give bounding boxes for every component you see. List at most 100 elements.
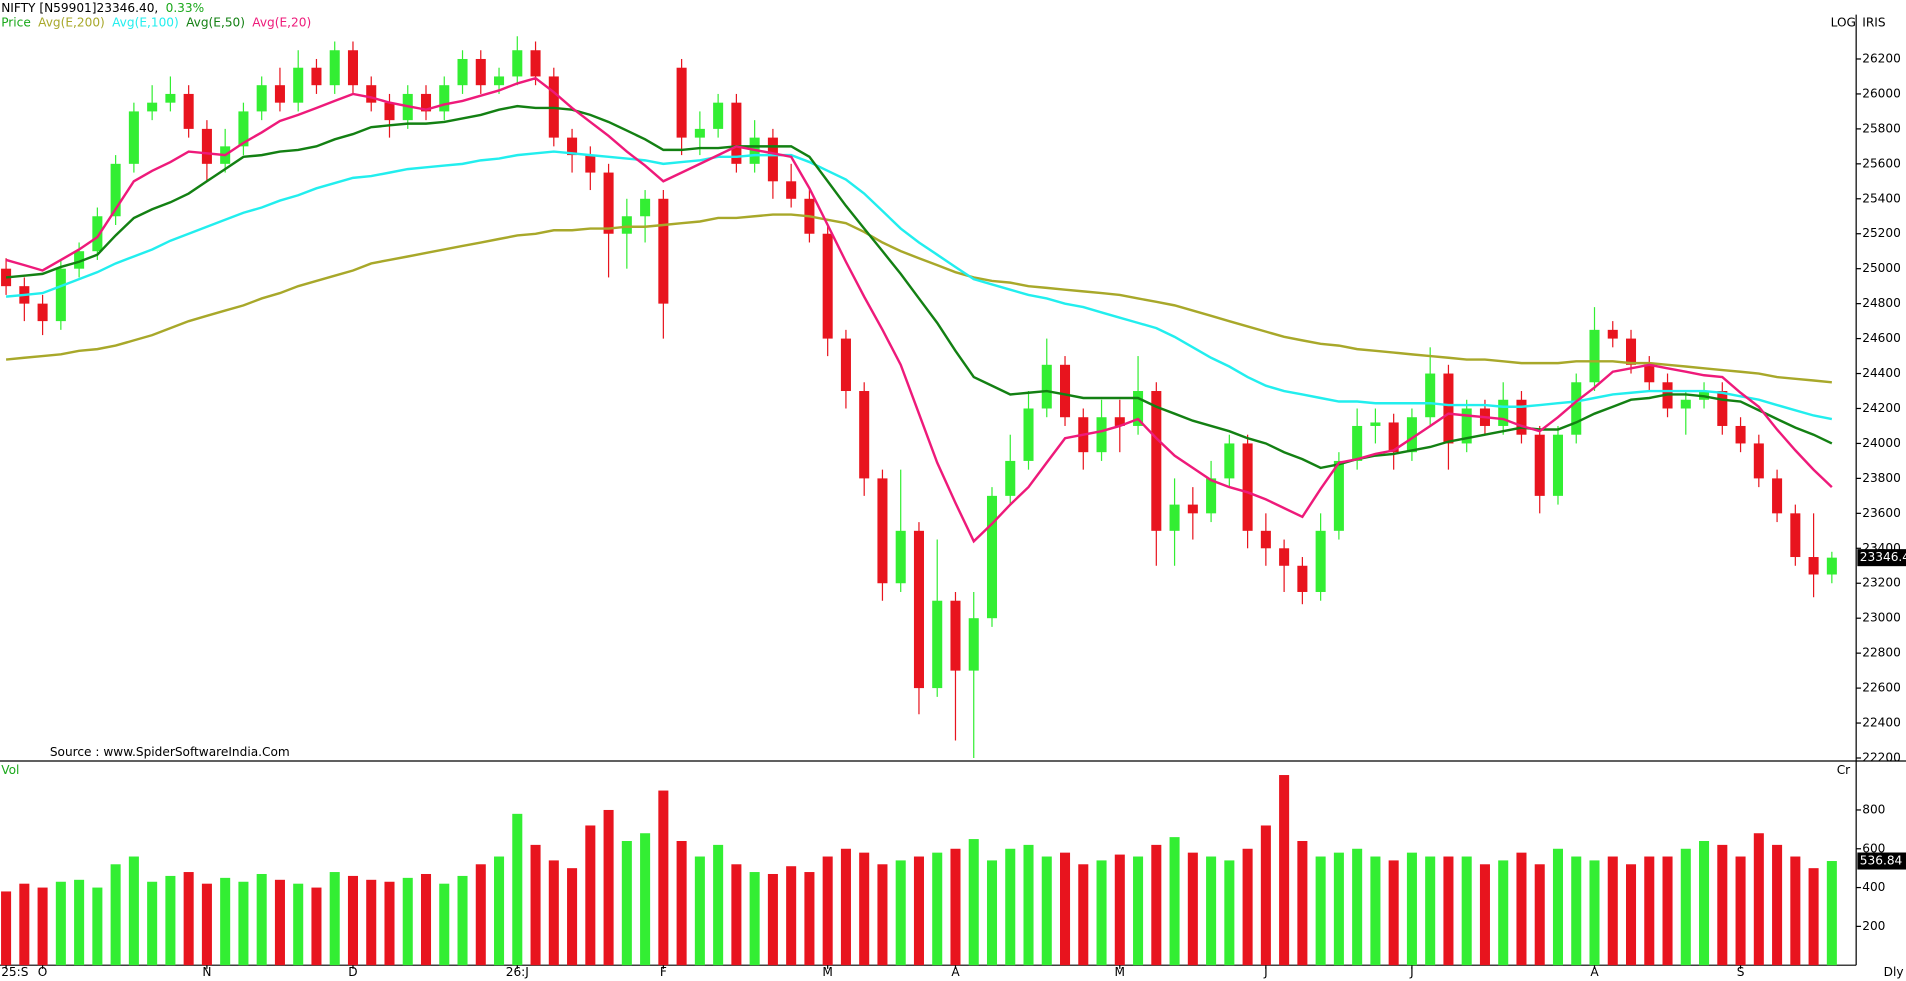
candle-body bbox=[1753, 443, 1764, 479]
candle-body bbox=[1443, 373, 1454, 444]
volume-bar bbox=[1516, 852, 1527, 966]
moving-average-line bbox=[5, 213, 1832, 384]
candle-body bbox=[55, 268, 66, 322]
candle-body bbox=[238, 111, 249, 147]
candle-body bbox=[895, 530, 906, 584]
volume-bar bbox=[694, 856, 705, 966]
candle-body bbox=[1151, 391, 1162, 531]
legend-entry: Avg(E,50) bbox=[186, 16, 245, 30]
volume-bar bbox=[55, 881, 66, 966]
volume-bar bbox=[457, 875, 468, 966]
candle-body bbox=[274, 85, 285, 103]
volume-bar bbox=[1169, 837, 1180, 966]
candle-body bbox=[1425, 373, 1436, 418]
volume-bar bbox=[731, 864, 742, 966]
y-tick-label: 22200 bbox=[1862, 750, 1901, 764]
candle-body bbox=[183, 93, 194, 129]
candle-body bbox=[932, 600, 943, 689]
volume-bar bbox=[932, 852, 943, 966]
volume-bar bbox=[1680, 848, 1691, 966]
volume-bar bbox=[585, 825, 596, 966]
volume-bar bbox=[420, 873, 432, 966]
candle-body bbox=[293, 67, 304, 103]
volume-bar bbox=[895, 860, 906, 966]
volume-label: Vol bbox=[1, 763, 19, 777]
candle-body bbox=[494, 76, 505, 86]
volume-bar bbox=[1753, 833, 1764, 966]
candle-body bbox=[1717, 391, 1728, 426]
volume-bar bbox=[366, 879, 377, 966]
candle-body bbox=[1589, 329, 1600, 383]
candle-body bbox=[1005, 460, 1016, 496]
volume-bar bbox=[201, 883, 212, 966]
volume-bar bbox=[676, 841, 687, 966]
legend-price: Price bbox=[1, 16, 31, 30]
volume-bar bbox=[786, 866, 797, 966]
source: Source : www.SpiderSoftwareIndia.Com bbox=[50, 745, 290, 759]
volume-bar bbox=[1699, 841, 1710, 966]
candle-body bbox=[329, 50, 340, 86]
moving-average-line bbox=[5, 76, 1833, 544]
candle-body bbox=[475, 58, 486, 86]
volume-bar bbox=[494, 856, 505, 966]
x-tick-label: S bbox=[1737, 965, 1745, 979]
volume-bar bbox=[1808, 868, 1819, 966]
candle-body bbox=[1206, 478, 1217, 514]
legend-entry: Avg(E,100) bbox=[112, 16, 179, 30]
volume-bar bbox=[603, 809, 614, 966]
iris-toggle[interactable]: IRIS bbox=[1862, 16, 1886, 30]
candle-body bbox=[1516, 399, 1527, 435]
volume-bar bbox=[1060, 852, 1071, 966]
candle-body bbox=[1370, 422, 1381, 426]
volume-bar bbox=[1498, 860, 1509, 966]
candle-body bbox=[1187, 504, 1198, 514]
candle-body bbox=[658, 198, 669, 304]
volume-bar bbox=[1607, 856, 1618, 966]
candle-body bbox=[731, 102, 742, 164]
volume-bar bbox=[347, 875, 358, 966]
x-tick-label: D bbox=[348, 965, 357, 979]
candle-body bbox=[767, 137, 778, 182]
candle-body bbox=[384, 102, 395, 121]
y-tick-label: 25200 bbox=[1862, 226, 1901, 240]
candle-body bbox=[1041, 364, 1052, 409]
volume-bar bbox=[475, 864, 486, 966]
log-toggle[interactable]: LOG bbox=[1831, 16, 1856, 30]
volume-bar bbox=[1187, 852, 1198, 966]
candle-body bbox=[1735, 425, 1746, 444]
candle-body bbox=[859, 391, 870, 479]
moving-average-line bbox=[5, 150, 1833, 421]
volume-bar bbox=[238, 881, 249, 966]
change: 0.33% bbox=[166, 1, 205, 15]
volume-bar bbox=[913, 856, 924, 966]
last-price-tag: 23346.4 bbox=[1860, 550, 1906, 564]
candle-body bbox=[621, 216, 632, 234]
candle-body bbox=[713, 102, 724, 129]
x-tick-label: A bbox=[951, 965, 960, 979]
volume-bar bbox=[1297, 841, 1308, 966]
candle-body bbox=[110, 163, 121, 217]
y-tick-label: 25800 bbox=[1862, 121, 1901, 135]
x-tick-label: J bbox=[1409, 965, 1414, 979]
candle-body bbox=[92, 216, 103, 252]
candle-body bbox=[201, 128, 212, 164]
y-tick-label: 23000 bbox=[1862, 611, 1901, 625]
y-tick-label: 26000 bbox=[1862, 86, 1901, 100]
volume-bar bbox=[147, 881, 158, 966]
volume-bar bbox=[1552, 848, 1564, 966]
volume-bar bbox=[859, 852, 870, 966]
volume-bar bbox=[293, 883, 304, 966]
volume-bar bbox=[1333, 852, 1344, 966]
candle-body bbox=[1644, 364, 1655, 383]
candle-body bbox=[1333, 460, 1344, 531]
volume-bar bbox=[1589, 860, 1600, 966]
volume-bar bbox=[92, 887, 103, 966]
volume-bar bbox=[329, 872, 340, 966]
volume-bar bbox=[1826, 861, 1837, 966]
candle-body bbox=[1224, 443, 1235, 479]
volume-bar bbox=[1717, 844, 1728, 966]
volume-bar bbox=[804, 872, 815, 966]
x-tick-label: O bbox=[38, 965, 48, 979]
candle-body bbox=[877, 478, 888, 584]
last-volume-tag-bg bbox=[1857, 852, 1906, 870]
